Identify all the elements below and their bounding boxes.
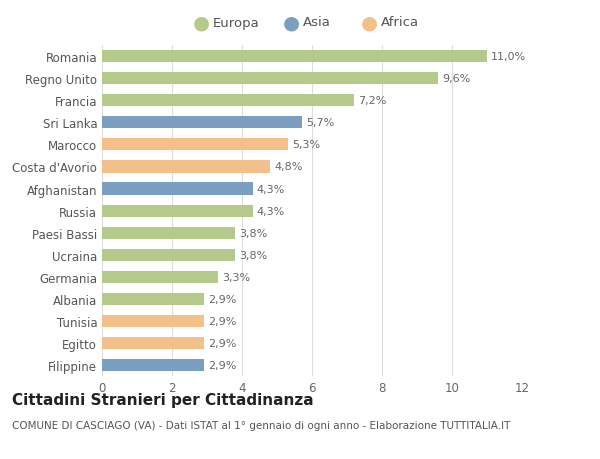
Bar [102, 359, 203, 371]
Text: 5,7%: 5,7% [306, 118, 334, 128]
Bar [102, 271, 218, 283]
Text: ●: ● [361, 13, 378, 33]
Bar [102, 293, 203, 305]
Text: 3,3%: 3,3% [222, 272, 250, 282]
Bar [102, 205, 253, 217]
Bar [102, 315, 203, 327]
Text: 2,9%: 2,9% [208, 316, 236, 326]
Text: 2,9%: 2,9% [208, 360, 236, 370]
Bar [102, 161, 270, 173]
Text: ●: ● [193, 13, 210, 33]
Text: COMUNE DI CASCIAGO (VA) - Dati ISTAT al 1° gennaio di ogni anno - Elaborazione T: COMUNE DI CASCIAGO (VA) - Dati ISTAT al … [12, 420, 511, 430]
Bar [102, 227, 235, 239]
Text: 3,8%: 3,8% [239, 250, 268, 260]
Text: Europa: Europa [213, 17, 260, 29]
Text: Asia: Asia [303, 17, 331, 29]
Bar [102, 51, 487, 63]
Text: 4,8%: 4,8% [274, 162, 302, 172]
Bar [102, 95, 354, 107]
Text: 3,8%: 3,8% [239, 228, 268, 238]
Bar [102, 73, 438, 85]
Text: ●: ● [283, 13, 300, 33]
Bar [102, 183, 253, 195]
Bar [102, 139, 287, 151]
Text: 2,9%: 2,9% [208, 338, 236, 348]
Bar [102, 249, 235, 261]
Text: 2,9%: 2,9% [208, 294, 236, 304]
Text: 7,2%: 7,2% [358, 96, 386, 106]
Bar [102, 117, 302, 129]
Text: 9,6%: 9,6% [442, 74, 470, 84]
Text: 5,3%: 5,3% [292, 140, 320, 150]
Text: 4,3%: 4,3% [257, 184, 285, 194]
Text: Africa: Africa [381, 17, 419, 29]
Text: 11,0%: 11,0% [491, 52, 526, 62]
Text: Cittadini Stranieri per Cittadinanza: Cittadini Stranieri per Cittadinanza [12, 392, 314, 408]
Text: 4,3%: 4,3% [257, 206, 285, 216]
Bar [102, 337, 203, 349]
